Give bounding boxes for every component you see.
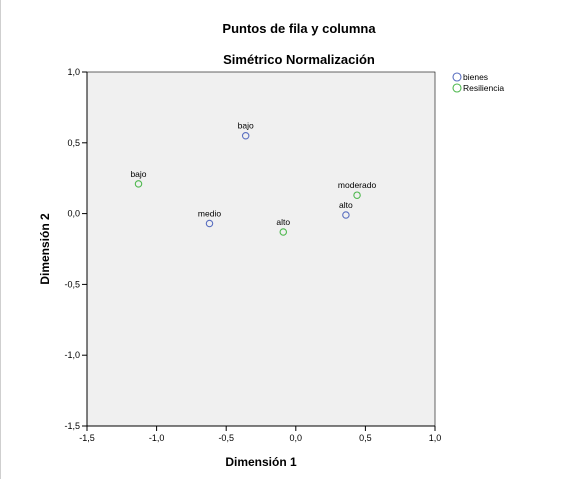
plot-area <box>86 71 436 427</box>
point-label: bajo <box>130 169 146 179</box>
x-axis-ticks: -1,5 -1,0 -0,5 0,0 0,5 1,0 <box>79 426 441 443</box>
point-marker <box>134 180 143 188</box>
y-tick-label: -0,5 <box>64 279 80 289</box>
legend-label: bienes <box>463 72 488 82</box>
chart-title: Puntos de fila y columna <box>222 21 376 36</box>
point-label: alto <box>339 200 353 210</box>
y-axis-label: Dimensión 2 <box>38 213 52 285</box>
y-tick-label: 1,0 <box>67 67 80 77</box>
point-marker <box>205 219 214 228</box>
x-tick-label: 0,5 <box>359 433 372 443</box>
point-label: medio <box>198 209 221 219</box>
x-tick-label: -0,5 <box>218 433 234 443</box>
x-tick-label: -1,5 <box>79 433 95 443</box>
point-label: bajo <box>238 121 254 131</box>
data-points: bajo medio alto bajo alto moderado <box>130 121 377 236</box>
y-tick-label: 0,5 <box>67 138 80 148</box>
y-tick-label: 0,0 <box>67 209 80 219</box>
point-marker <box>241 131 250 140</box>
x-tick-label: 0,0 <box>290 433 303 443</box>
y-tick-label: -1,5 <box>64 421 80 431</box>
x-tick-label: -1,0 <box>149 433 165 443</box>
point-label: alto <box>276 217 290 227</box>
legend-marker <box>452 83 462 93</box>
legend-label: Resiliencia <box>463 83 504 93</box>
x-axis-label: Dimensión 1 <box>225 455 297 469</box>
legend-marker <box>452 72 462 82</box>
y-tick-label: -1,0 <box>64 350 80 360</box>
point-marker <box>279 228 288 236</box>
y-axis-ticks: -1,5 -1,0 -0,5 0,0 0,5 1,0 <box>64 67 87 431</box>
point-marker <box>353 191 361 199</box>
x-tick-label: 1,0 <box>429 433 442 443</box>
chart-subtitle: Simétrico Normalización <box>223 52 375 67</box>
point-marker <box>342 211 350 219</box>
point-label: moderado <box>338 180 377 190</box>
